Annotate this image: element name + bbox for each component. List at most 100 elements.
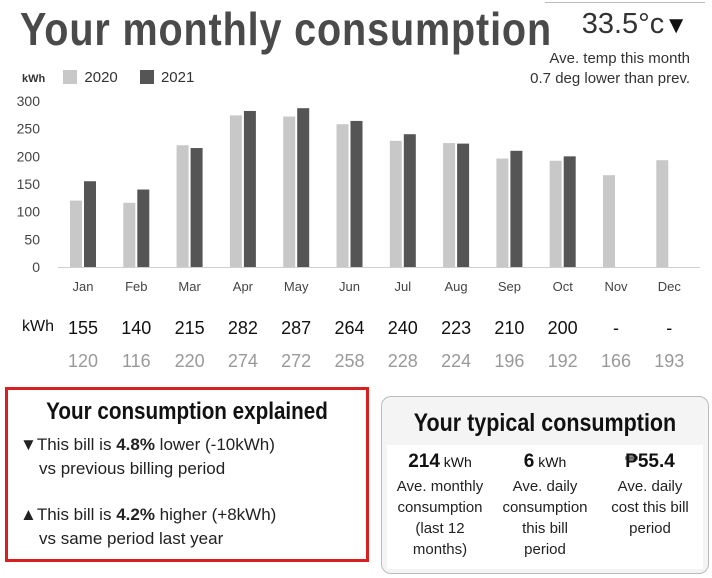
value-2021-aug: 223 — [441, 318, 472, 338]
explained-title: Your consumption explained — [46, 398, 328, 425]
value-2021-jul: 240 — [387, 318, 418, 338]
consumption-bar-chart: 0 50 100 150 200 250 300 Jan Feb Mar Apr May Jun Jul A… — [17, 93, 700, 294]
y-tick-label: 250 — [17, 121, 41, 137]
value-2021-jun: 264 — [334, 318, 365, 338]
value-2020-jul: 228 — [387, 351, 418, 371]
values-row-2021: kWh 155 140 215 282 287 264 240 223 210 200 - - — [0, 318, 712, 342]
bar-2021-may — [297, 108, 310, 267]
bar-2020-apr — [229, 115, 242, 268]
header-divider — [545, 2, 705, 3]
stat-desc-line: consumption — [397, 499, 483, 516]
explained-text: This bill is — [36, 435, 117, 454]
bar-2020-sep — [496, 158, 509, 267]
explained-percent: 4.2% — [116, 505, 155, 524]
value-2021-jan: 155 — [67, 318, 99, 338]
legend-label-2021: 2021 — [160, 69, 195, 86]
explained-line-last-year: vs same period last year — [39, 529, 224, 548]
down-arrow-icon: ▼ — [664, 12, 688, 39]
x-tick-label: Jun — [339, 279, 360, 294]
stat-desc-line: period — [524, 541, 566, 558]
x-tick-label: Jul — [394, 279, 411, 294]
bar-2020-oct — [549, 160, 562, 267]
legend-unit: kWh — [22, 73, 46, 85]
bar-2021-mar — [190, 148, 203, 267]
value-2020-may: 272 — [281, 351, 312, 371]
value-2021-feb: 140 — [121, 318, 152, 338]
stat-value: 214 kWh — [389, 451, 491, 473]
x-tick-label: Oct — [553, 279, 574, 294]
legend-swatch-2021 — [139, 70, 154, 84]
stat-desc-line: months) — [412, 541, 468, 558]
y-tick-label: 0 — [32, 259, 40, 275]
stat-unit: kWh — [534, 454, 567, 470]
chart-legend: kWh 2020 2021 — [22, 69, 212, 86]
stat-number: 6 — [523, 451, 535, 472]
explained-line-period: vs previous billing period — [39, 459, 226, 478]
temperature-value: 33.5°c — [581, 8, 665, 40]
x-tick-label: May — [284, 279, 309, 294]
typical-title: Your typical consumption — [413, 409, 677, 437]
value-2020-oct: 192 — [547, 351, 578, 371]
stat-desc-line: Ave. monthly — [396, 478, 484, 495]
bar-2020-may — [283, 116, 296, 267]
y-tick-label: 300 — [17, 93, 41, 109]
page-title: Your monthly consumption — [20, 3, 552, 55]
stat-value: ₱55.4 — [625, 451, 675, 472]
value-2021-mar: 215 — [174, 318, 205, 338]
bar-2020-aug — [443, 143, 456, 267]
value-2020-jun: 258 — [334, 351, 365, 371]
value-2020-jan: 120 — [67, 351, 99, 371]
stat-desc-line: this bill — [522, 520, 568, 537]
typical-stats: 214 kWh Ave. monthly consumption (last 1… — [387, 445, 703, 569]
stat-daily-cost: ₱55.4 Ave. daily cost this bill period — [599, 451, 701, 539]
bar-2020-feb — [123, 202, 136, 267]
x-tick-label: Aug — [445, 279, 468, 294]
temperature-readout: 33.5°c▼ — [582, 8, 688, 41]
bar-2020-nov — [603, 175, 615, 267]
stat-number: 214 — [408, 451, 440, 472]
up-triangle-icon: ▲ — [20, 505, 37, 524]
value-2021-nov: - — [613, 318, 619, 338]
stat-desc-line: (last 12 — [415, 520, 465, 537]
value-2021-apr: 282 — [227, 318, 258, 338]
legend-swatch-2020 — [63, 70, 78, 84]
bar-2021-feb — [137, 189, 150, 267]
value-2020-apr: 274 — [227, 351, 258, 371]
temperature-note-line: 0.7 deg lower than prev. — [530, 70, 690, 87]
bar-2021-apr — [243, 110, 256, 268]
explained-text: lower (-10kWh) — [154, 435, 275, 454]
explained-percent: 4.8% — [116, 435, 155, 454]
value-2021-oct: 200 — [547, 318, 578, 338]
typical-consumption-panel: Your typical consumption 214 kWh Ave. mo… — [381, 396, 709, 574]
values-unit-label: kWh — [22, 318, 54, 335]
bar-2021-aug — [457, 143, 470, 267]
bar-2020-jul — [389, 140, 402, 267]
bar-2021-sep — [510, 150, 523, 267]
temperature-note-line: Ave. temp this month — [549, 50, 690, 67]
x-tick-label: Feb — [125, 279, 147, 294]
explained-line-lower: ▼This bill is 4.8% lower (-10kWh) — [20, 433, 275, 456]
value-2020-feb: 116 — [121, 351, 151, 371]
value-2021-may: 287 — [281, 318, 312, 338]
temperature-note: Ave. temp this month 0.7 deg lower than … — [490, 49, 690, 89]
value-2020-aug: 224 — [441, 351, 472, 371]
stat-desc-line: cost this bill — [611, 499, 689, 516]
stat-unit: kWh — [439, 454, 472, 470]
bar-2020-jun — [336, 124, 349, 267]
stat-description: Ave. monthly consumption (last 12 months… — [389, 476, 491, 560]
consumption-explained-panel: Your consumption explained ▼This bill is… — [5, 387, 369, 562]
value-2020-dec: 193 — [654, 351, 685, 371]
values-row-2020: 120 116 220 274 272 258 228 224 196 192 166 193 — [0, 351, 712, 375]
y-tick-label: 100 — [17, 204, 41, 220]
y-tick-label: 50 — [24, 231, 40, 247]
stat-desc-line: consumption — [502, 499, 588, 516]
stat-desc-line: Ave. daily — [512, 478, 578, 495]
stat-description: Ave. daily consumption this bill period — [494, 476, 596, 560]
value-2021-sep: 210 — [494, 318, 525, 338]
x-tick-label: Jan — [73, 279, 94, 294]
value-2020-sep: 196 — [494, 351, 525, 371]
y-tick-label: 200 — [17, 148, 41, 164]
down-triangle-icon: ▼ — [20, 435, 37, 454]
explained-text: This bill is — [36, 505, 117, 524]
stat-monthly-consumption: 214 kWh Ave. monthly consumption (last 1… — [389, 451, 491, 560]
